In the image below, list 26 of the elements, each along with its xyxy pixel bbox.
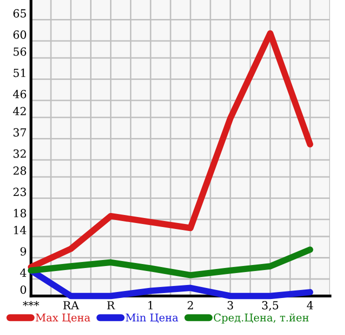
y-tick-label: 46 <box>13 90 26 98</box>
y-tick-label: 60 <box>13 30 26 39</box>
x-tick-label: 2 <box>188 301 193 310</box>
legend-label: Сред.Цена, т.йен <box>214 313 309 324</box>
y-tick-label: 23 <box>13 188 26 196</box>
x-tick-label: RA <box>63 301 80 310</box>
x-tick-label: 1 <box>148 301 153 310</box>
y-tick-label: 56 <box>14 47 26 56</box>
y-tick-label: 9 <box>20 247 26 256</box>
x-tick-label: *** <box>22 301 40 306</box>
legend-label: Min Цена <box>126 314 178 324</box>
x-tick-label: R <box>107 301 116 310</box>
y-tick-label: 32 <box>14 149 26 158</box>
y-tick-label: 51 <box>14 68 26 78</box>
y-tick-label: 4 <box>20 268 26 277</box>
y-tick-label: 42 <box>13 106 26 116</box>
y-tick-label: 0 <box>20 285 26 294</box>
legend-label: Max Цена <box>36 314 90 324</box>
x-tick-label: 3,5 <box>262 301 278 311</box>
y-tick-label: 18 <box>14 208 26 218</box>
x-tick-label: 4 <box>306 301 314 310</box>
x-tick-label: 3 <box>228 301 234 310</box>
y-tick-label: 37 <box>14 128 26 137</box>
y-tick-label: 28 <box>13 166 26 175</box>
y-tick-label: 14 <box>14 226 26 234</box>
y-tick-label: 65 <box>13 9 26 18</box>
